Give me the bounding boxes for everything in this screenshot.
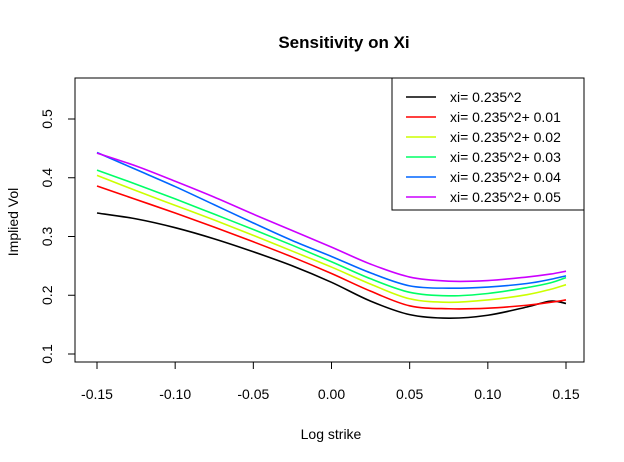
x-axis-title: Log strike <box>301 426 362 442</box>
series-line-5 <box>96 151 567 290</box>
x-tick-label: 0.05 <box>396 386 423 402</box>
y-axis-title: Implied Vol <box>5 188 21 256</box>
x-tick-label: -0.05 <box>237 386 269 402</box>
legend-label-4: xi= 0.235^2+ 0.03 <box>450 149 561 165</box>
series-line-3 <box>96 174 567 304</box>
legend-label-6: xi= 0.235^2+ 0.05 <box>450 189 561 205</box>
series-lines <box>96 151 567 319</box>
legend: xi= 0.235^2 xi= 0.235^2+ 0.01 xi= 0.235^2+… <box>391 77 585 211</box>
y-tick-label: 0.4 <box>39 168 55 188</box>
x-axis: -0.15 -0.10 -0.05 0.00 0.05 0.10 0.15 <box>81 361 580 402</box>
x-tick-label: -0.10 <box>159 386 191 402</box>
legend-label-2: xi= 0.235^2+ 0.01 <box>450 109 561 125</box>
series-line-6 <box>96 152 567 283</box>
y-tick-label: 0.1 <box>39 344 55 364</box>
y-tick-label: 0.5 <box>39 109 55 129</box>
y-axis: 0.1 0.2 0.3 0.4 0.5 <box>39 109 76 364</box>
series-line-1 <box>96 212 567 319</box>
x-tick-label: 0.15 <box>552 386 579 402</box>
x-tick-label: 0.10 <box>474 386 501 402</box>
series-line-4 <box>96 169 567 297</box>
y-tick-label: 0.2 <box>39 285 55 305</box>
legend-label-3: xi= 0.235^2+ 0.02 <box>450 129 561 145</box>
x-tick-label: 0.00 <box>318 386 345 402</box>
legend-box <box>391 77 585 211</box>
y-tick-label: 0.3 <box>39 227 55 247</box>
x-tick-label: -0.15 <box>81 386 113 402</box>
chart-title: Sensitivity on Xi <box>278 33 409 52</box>
legend-label-5: xi= 0.235^2+ 0.04 <box>450 169 561 185</box>
legend-label-1: xi= 0.235^2 <box>450 89 522 105</box>
series-line-2 <box>96 185 567 310</box>
